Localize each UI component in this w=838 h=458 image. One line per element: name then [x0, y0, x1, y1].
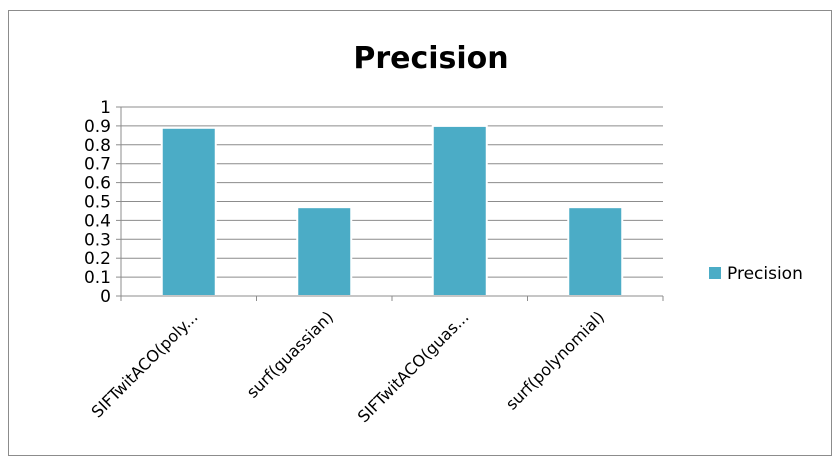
y-tick-label: 0.3 [84, 230, 111, 250]
y-tick-label: 0 [100, 287, 111, 307]
legend-swatch [709, 267, 721, 279]
bar [431, 124, 488, 298]
y-tick-label: 0.5 [84, 193, 111, 213]
y-tick-label: 0.9 [84, 117, 111, 137]
axes [120, 107, 664, 301]
y-tick-label: 0.7 [84, 155, 111, 175]
chart-frame: Precision 0 0.1 0.2 0.3 0.4 0.5 0.6 0.7 0.8 0.9 1 … [8, 10, 832, 456]
x-category-labels: SIFTwitACO(poly... surf(guassian) SIFTwitA… [88, 307, 609, 426]
chart-title: Precision [353, 41, 508, 76]
y-tick-label: 0.1 [84, 268, 111, 288]
y-tick-label: 0.2 [84, 249, 111, 269]
bar [296, 206, 353, 297]
bars [160, 124, 624, 298]
x-category-label: SIFTwitACO(guas... [354, 307, 473, 426]
y-tick-label: 0.6 [84, 174, 111, 194]
y-tick-label: 0.4 [84, 211, 111, 231]
x-category-label: surf(guassian) [243, 307, 337, 401]
y-tick-labels: 00.10.20.30.40.50.60.70.80.91 [84, 98, 111, 307]
legend: Precision [709, 264, 803, 284]
y-tick-label: 1 [100, 98, 111, 118]
x-category-label: SIFTwitACO(poly... [88, 307, 202, 421]
chart-svg: Precision 00.10.20.30.40.50.60.70.80.91 … [84, 41, 803, 426]
x-category-label: surf(polynomial) [502, 307, 608, 413]
bar [567, 206, 624, 297]
y-tick-label: 0.8 [84, 136, 111, 156]
legend-label: Precision [727, 264, 803, 284]
bar [160, 126, 217, 298]
